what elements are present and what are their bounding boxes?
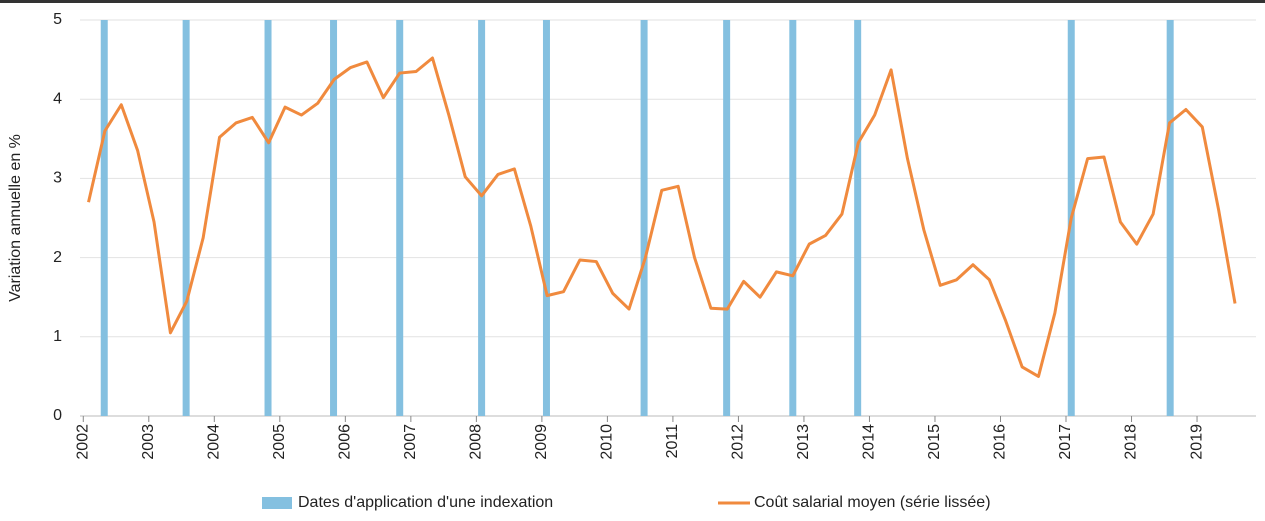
y-tick-label: 0 xyxy=(53,407,62,424)
x-tick-label: 2018 xyxy=(1123,424,1140,460)
x-tick-label: 2015 xyxy=(926,424,943,460)
x-tick-label: 2014 xyxy=(861,424,878,460)
x-tick-label: 2013 xyxy=(795,424,812,460)
x-tick-label: 2007 xyxy=(402,424,419,460)
indexation-bar xyxy=(542,20,550,416)
indexation-bar xyxy=(478,20,486,416)
x-tick-label: 2008 xyxy=(468,424,485,460)
x-tick-label: 2003 xyxy=(140,424,157,460)
x-tick-label: 2011 xyxy=(664,424,681,459)
indexation-bar xyxy=(182,20,190,416)
indexation-bar xyxy=(723,20,731,416)
indexation-bar xyxy=(854,20,862,416)
x-tick-label: 2004 xyxy=(206,424,223,460)
line-series xyxy=(87,56,1237,378)
y-tick-label: 4 xyxy=(53,90,62,107)
indexation-bar xyxy=(1166,20,1174,416)
y-axis-label: Variation annuelle en % xyxy=(7,134,24,302)
y-tick-label: 1 xyxy=(53,328,62,345)
y-tick-label: 2 xyxy=(53,249,62,266)
legend-label: Coût salarial moyen (série lissée) xyxy=(754,494,991,511)
indexation-bar xyxy=(789,20,797,416)
x-tick-label: 2005 xyxy=(271,424,288,460)
x-tick-label: 2017 xyxy=(1057,424,1074,460)
y-tick-label: 5 xyxy=(53,11,62,28)
top-border xyxy=(0,0,1265,3)
legend-swatch xyxy=(262,497,292,509)
x-tick-label: 2012 xyxy=(730,424,747,460)
x-tick-label: 2019 xyxy=(1188,424,1205,460)
legend-label: Dates d'application d'une indexation xyxy=(298,494,553,511)
indexation-bar xyxy=(330,20,338,416)
indexation-bar xyxy=(640,20,648,416)
indexation-bar xyxy=(396,20,404,416)
x-tick-label: 2006 xyxy=(337,424,354,460)
x-tick-label: 2009 xyxy=(533,424,550,460)
y-tick-label: 3 xyxy=(53,170,62,187)
indexation-bar xyxy=(100,20,108,416)
indexation-bar xyxy=(264,20,272,416)
x-tick-label: 2016 xyxy=(992,424,1009,460)
x-tick-label: 2010 xyxy=(599,424,616,460)
x-tick-label: 2002 xyxy=(74,424,91,460)
